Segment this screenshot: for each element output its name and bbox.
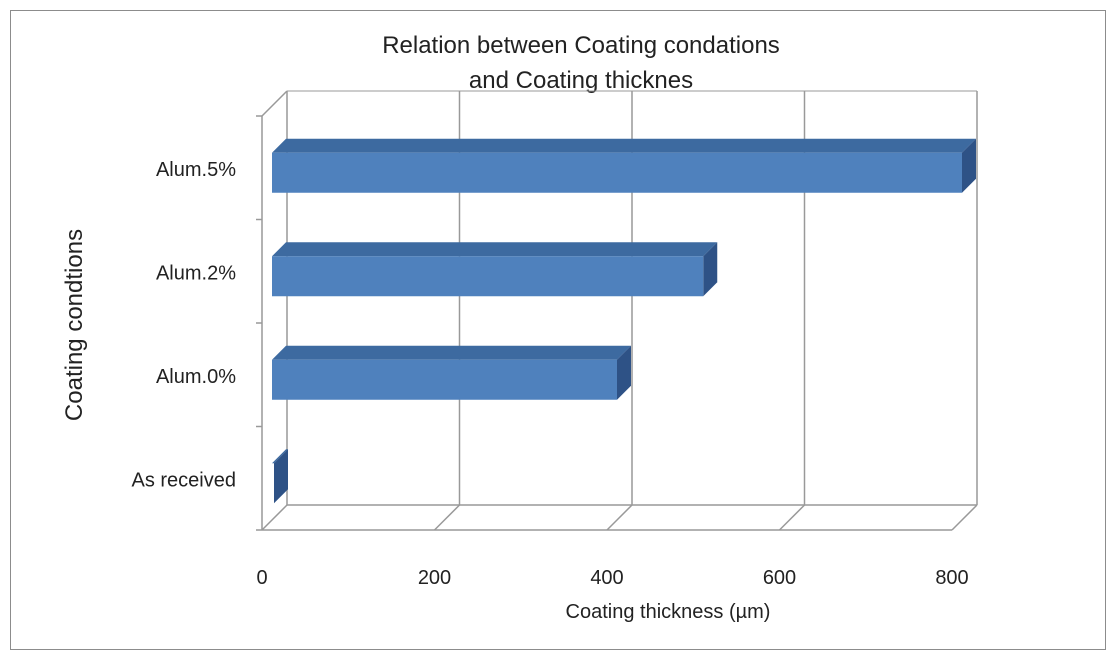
bar-top — [272, 345, 631, 360]
bar — [272, 152, 962, 193]
category-label: Alum.5% — [156, 159, 236, 181]
bar — [272, 359, 617, 400]
x-tick-label: 200 — [418, 567, 451, 589]
bar-top — [272, 242, 718, 257]
side-wall-top — [261, 90, 288, 117]
bar-side — [962, 138, 976, 193]
chart-title-line-1: Relation between Coating condations — [382, 32, 780, 59]
floor-gridline — [433, 504, 461, 531]
bar — [272, 256, 704, 297]
x-tick-label: 800 — [935, 567, 968, 589]
x-tick-label: 600 — [763, 567, 796, 589]
x-axis-label: Coating thickness (µm) — [566, 601, 771, 623]
bar-top — [272, 138, 976, 153]
y-axis-label: Coating condtions — [61, 229, 88, 421]
x-tick-label: 0 — [256, 567, 267, 589]
bar-side — [703, 242, 718, 297]
x-tick-label: 400 — [590, 567, 623, 589]
floor-gridline — [606, 504, 633, 531]
category-label: Alum.2% — [156, 262, 236, 284]
floor-gridline — [261, 504, 288, 531]
plot-area: As received Alum.0% Alum.2% Alum.5% 0 200 400 6… — [132, 90, 978, 589]
chart-frame — [10, 10, 1106, 650]
category-label: Alum.0% — [156, 366, 236, 388]
category-label: As received — [132, 469, 237, 491]
floor-gridline — [951, 504, 978, 531]
bar-top — [272, 449, 288, 464]
bar-side — [274, 449, 288, 504]
floor-gridline — [778, 504, 806, 531]
chart-title-line-2: and Coating thicknes — [469, 67, 693, 94]
bar-side — [617, 345, 631, 400]
